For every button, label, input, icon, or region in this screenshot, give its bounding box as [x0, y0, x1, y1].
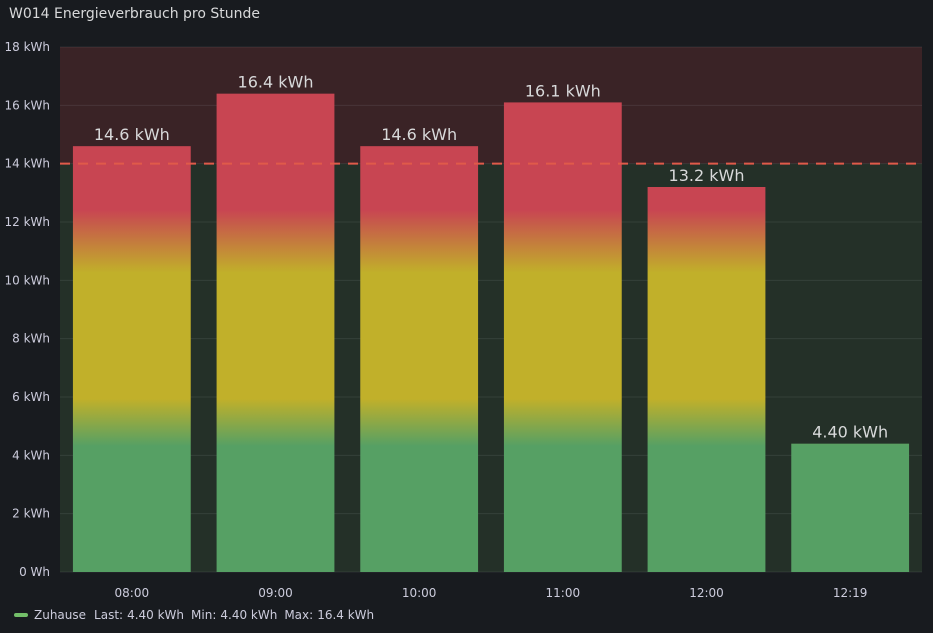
bars — [72, 93, 910, 573]
legend-min-label: Min: — [191, 608, 217, 622]
x-tick-label: 10:00 — [402, 586, 437, 600]
bar-value-label: 4.40 kWh — [812, 423, 888, 442]
y-tick-label: 18 kWh — [4, 40, 50, 54]
legend-last-label: Last: — [94, 608, 124, 622]
bar[interactable] — [360, 146, 479, 572]
y-axis: 0 Wh 2 kWh 4 kWh 6 kWh 8 kWh 10 kWh 12 kWh 14 k… — [4, 40, 50, 579]
panel-title[interactable]: W014 Energieverbrauch pro Stunde — [9, 6, 260, 22]
band-below-threshold — [60, 163, 922, 572]
bar-chart: 14.6 kWh 16.4 kWh 14.6 kWh 16.1 kWh 13.2 kWh… — [4, 40, 922, 600]
y-tick-label: 6 kWh — [12, 390, 50, 404]
bar-value-label: 16.4 kWh — [238, 73, 314, 92]
bar[interactable] — [791, 443, 910, 572]
bar-value-label: 14.6 kWh — [381, 125, 457, 144]
x-tick-label: 12:00 — [689, 586, 724, 600]
band-above-threshold — [60, 47, 922, 164]
y-tick-label: 12 kWh — [4, 215, 50, 229]
bar-value-label: 13.2 kWh — [669, 166, 745, 185]
grid-lines — [60, 46, 922, 573]
y-tick-label: 4 kWh — [12, 448, 50, 462]
bar-value-label: 16.1 kWh — [525, 81, 601, 100]
data-labels: 14.6 kWh 16.4 kWh 14.6 kWh 16.1 kWh 13.2 kWh… — [94, 73, 888, 442]
y-tick-label: 16 kWh — [4, 98, 50, 112]
legend-min-value: 4.40 kWh — [220, 608, 278, 622]
legend-max-label: Max: — [284, 608, 314, 622]
bar[interactable] — [647, 187, 766, 572]
x-axis: 08:00 09:00 10:00 11:00 12:00 12:19 — [115, 586, 868, 600]
legend[interactable]: Zuhause Last: 4.40 kWh Min: 4.40 kWh Max… — [14, 608, 374, 622]
bar[interactable] — [72, 146, 191, 572]
bar[interactable] — [503, 102, 622, 573]
x-tick-label: 12:19 — [833, 586, 868, 600]
x-tick-label: 08:00 — [115, 586, 150, 600]
y-tick-label: 0 Wh — [19, 565, 50, 579]
y-tick-label: 10 kWh — [4, 273, 50, 287]
y-tick-label: 8 kWh — [12, 332, 50, 346]
y-tick-label: 14 kWh — [4, 157, 50, 171]
bar[interactable] — [216, 93, 335, 573]
legend-max-value: 16.4 kWh — [317, 608, 375, 622]
legend-last-value: 4.40 kWh — [127, 608, 185, 622]
x-tick-label: 11:00 — [546, 586, 581, 600]
x-tick-label: 09:00 — [258, 586, 293, 600]
legend-swatch — [14, 613, 28, 617]
y-tick-label: 2 kWh — [12, 507, 50, 521]
bar-value-label: 14.6 kWh — [94, 125, 170, 144]
threshold-bands — [60, 47, 922, 572]
legend-series-name[interactable]: Zuhause — [34, 608, 87, 622]
